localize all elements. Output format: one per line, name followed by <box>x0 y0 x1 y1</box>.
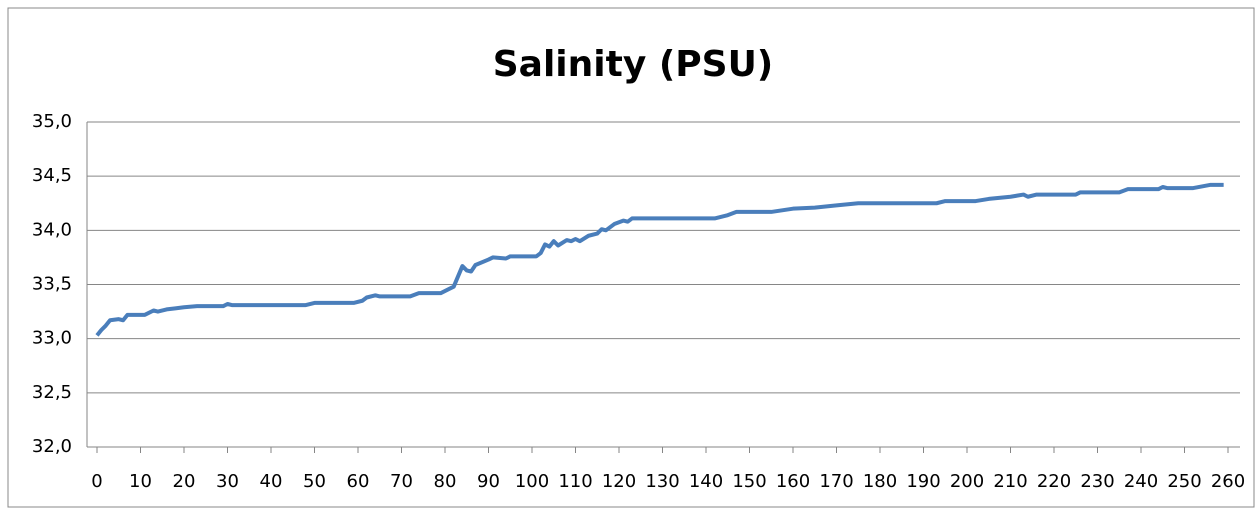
x-tick-label: 0 <box>91 471 102 492</box>
x-tick-label: 110 <box>558 471 592 492</box>
x-tick-label: 200 <box>950 471 984 492</box>
y-tick-label: 35,0 <box>32 111 72 132</box>
x-tick-label: 210 <box>993 471 1027 492</box>
x-tick-label: 60 <box>347 471 370 492</box>
x-tick-label: 90 <box>477 471 500 492</box>
y-tick-label: 34,5 <box>32 165 72 186</box>
y-tick-label: 34,0 <box>32 219 72 240</box>
y-tick-label: 33,0 <box>32 328 72 349</box>
x-tick-label: 230 <box>1080 471 1114 492</box>
x-tick-label: 140 <box>689 471 723 492</box>
x-tick-label: 100 <box>515 471 549 492</box>
x-tick-label: 170 <box>819 471 853 492</box>
line-series <box>95 182 1224 337</box>
x-tick-label: 220 <box>1037 471 1071 492</box>
x-tick-label: 180 <box>863 471 897 492</box>
x-tick-label: 50 <box>303 471 326 492</box>
x-tick-label: 130 <box>645 471 679 492</box>
y-tick-label: 32,5 <box>32 382 72 403</box>
x-tick-label: 190 <box>906 471 940 492</box>
y-tick-label: 32,0 <box>32 436 72 457</box>
x-tick-label: 250 <box>1167 471 1201 492</box>
x-tick-label: 20 <box>173 471 196 492</box>
x-tick-label: 260 <box>1211 471 1245 492</box>
chart-title: Salinity (PSU) <box>493 44 774 85</box>
x-tick-label: 160 <box>776 471 810 492</box>
x-tick-label: 10 <box>129 471 152 492</box>
x-tick-label: 70 <box>390 471 413 492</box>
x-tick-label: 120 <box>602 471 636 492</box>
chart-frame <box>7 7 1255 508</box>
y-tick-label: 33,5 <box>32 274 72 295</box>
x-tick-label: 150 <box>732 471 766 492</box>
x-tick-label: 40 <box>260 471 283 492</box>
x-tick-label: 80 <box>434 471 457 492</box>
x-tick-label: 30 <box>216 471 239 492</box>
x-tick-label: 240 <box>1124 471 1158 492</box>
